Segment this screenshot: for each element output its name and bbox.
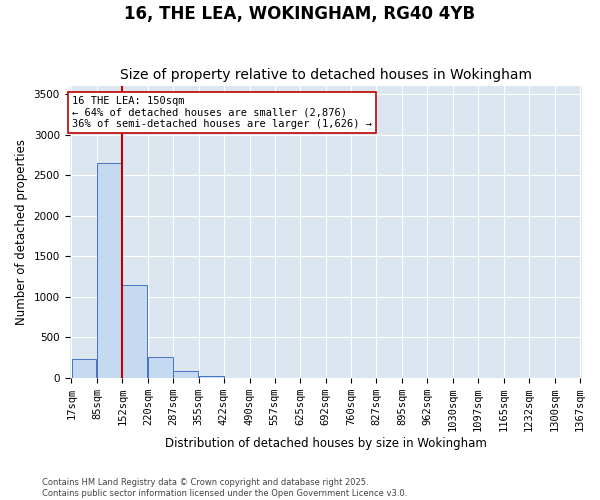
Text: 16, THE LEA, WOKINGHAM, RG40 4YB: 16, THE LEA, WOKINGHAM, RG40 4YB	[124, 5, 476, 23]
Y-axis label: Number of detached properties: Number of detached properties	[15, 139, 28, 325]
Bar	[199, 376, 224, 378]
Bar	[122, 284, 147, 378]
Bar	[71, 360, 97, 378]
Text: 16 THE LEA: 150sqm
← 64% of detached houses are smaller (2,876)
36% of semi-deta: 16 THE LEA: 150sqm ← 64% of detached hou…	[72, 96, 372, 129]
Bar	[97, 163, 122, 378]
Title: Size of property relative to detached houses in Wokingham: Size of property relative to detached ho…	[119, 68, 532, 82]
X-axis label: Distribution of detached houses by size in Wokingham: Distribution of detached houses by size …	[164, 437, 487, 450]
Bar	[173, 370, 198, 378]
Bar	[148, 357, 173, 378]
Text: Contains HM Land Registry data © Crown copyright and database right 2025.
Contai: Contains HM Land Registry data © Crown c…	[42, 478, 407, 498]
